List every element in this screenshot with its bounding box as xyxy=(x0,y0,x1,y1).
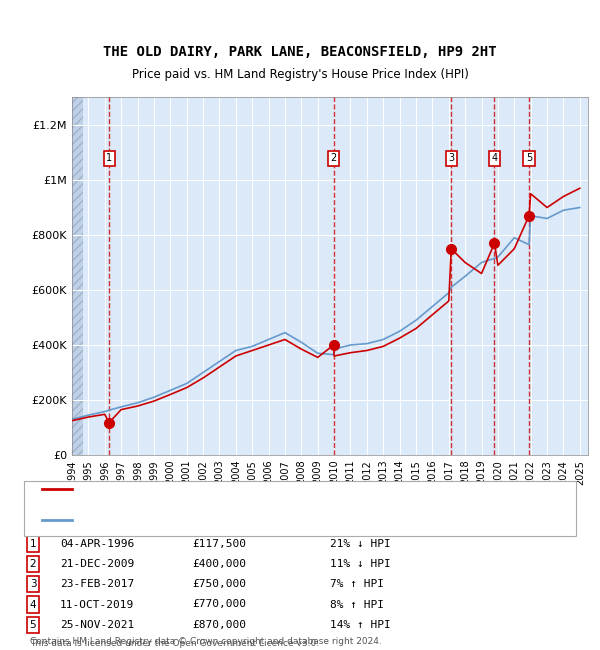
Text: 04-APR-1996: 04-APR-1996 xyxy=(60,539,134,549)
Text: £400,000: £400,000 xyxy=(192,559,246,569)
Text: £117,500: £117,500 xyxy=(192,539,246,549)
Text: 11-OCT-2019: 11-OCT-2019 xyxy=(60,599,134,610)
Text: 21% ↓ HPI: 21% ↓ HPI xyxy=(330,539,391,549)
Text: £750,000: £750,000 xyxy=(192,579,246,590)
Text: THE OLD DAIRY, PARK LANE, BEACONSFIELD, HP9 2HT (detached house): THE OLD DAIRY, PARK LANE, BEACONSFIELD, … xyxy=(78,484,433,494)
Text: 11% ↓ HPI: 11% ↓ HPI xyxy=(330,559,391,569)
Text: 5: 5 xyxy=(29,619,37,630)
Text: 2: 2 xyxy=(331,153,337,163)
Text: THE OLD DAIRY, PARK LANE, BEACONSFIELD, HP9 2HT: THE OLD DAIRY, PARK LANE, BEACONSFIELD, … xyxy=(103,45,497,59)
Text: Price paid vs. HM Land Registry's House Price Index (HPI): Price paid vs. HM Land Registry's House … xyxy=(131,68,469,81)
Text: 5: 5 xyxy=(526,153,532,163)
Text: 25-NOV-2021: 25-NOV-2021 xyxy=(60,619,134,630)
Text: This data is licensed under the Open Government Licence v3.0.: This data is licensed under the Open Gov… xyxy=(30,639,319,648)
Text: HPI: Average price, detached house, Buckinghamshire: HPI: Average price, detached house, Buck… xyxy=(78,515,344,525)
Text: 3: 3 xyxy=(29,579,37,590)
Text: 8% ↑ HPI: 8% ↑ HPI xyxy=(330,599,384,610)
Text: £870,000: £870,000 xyxy=(192,619,246,630)
Text: £770,000: £770,000 xyxy=(192,599,246,610)
Text: 4: 4 xyxy=(29,599,37,610)
Text: Contains HM Land Registry data © Crown copyright and database right 2024.: Contains HM Land Registry data © Crown c… xyxy=(30,637,382,646)
Text: 1: 1 xyxy=(106,153,112,163)
Text: 23-FEB-2017: 23-FEB-2017 xyxy=(60,579,134,590)
Text: 3: 3 xyxy=(448,153,454,163)
Text: 14% ↑ HPI: 14% ↑ HPI xyxy=(330,619,391,630)
Text: 1: 1 xyxy=(29,539,37,549)
Text: 21-DEC-2009: 21-DEC-2009 xyxy=(60,559,134,569)
Text: 2: 2 xyxy=(29,559,37,569)
Text: 4: 4 xyxy=(491,153,497,163)
Text: 7% ↑ HPI: 7% ↑ HPI xyxy=(330,579,384,590)
Bar xyxy=(72,98,83,455)
